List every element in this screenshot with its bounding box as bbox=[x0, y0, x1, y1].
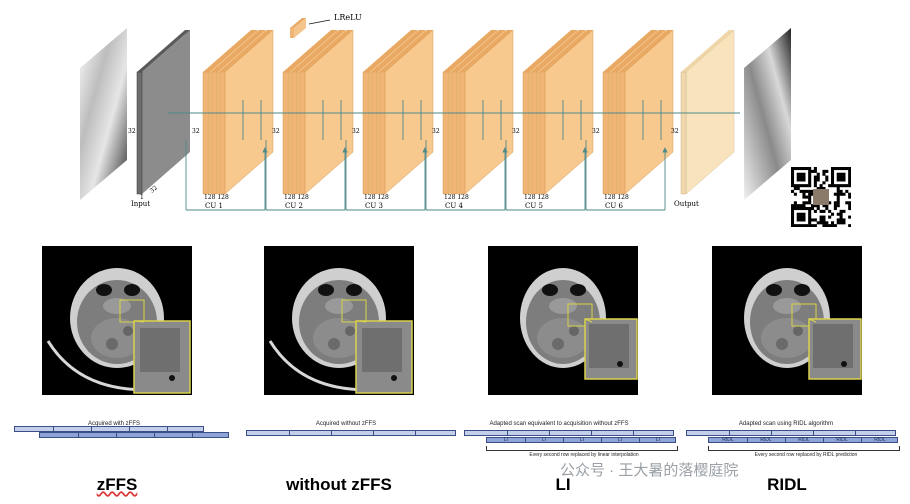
row-label: LI bbox=[541, 437, 547, 443]
row-label: LI bbox=[579, 437, 585, 443]
input-image bbox=[80, 28, 127, 200]
cu-channel-label: 128 128 bbox=[204, 194, 229, 201]
row-label: RIDL bbox=[836, 437, 848, 443]
cu-channel-label: 128 128 bbox=[284, 194, 309, 201]
ct-scan-panel bbox=[712, 246, 862, 395]
cu-height-label: 32 bbox=[272, 128, 280, 135]
output-label: Output bbox=[674, 200, 699, 208]
input-label: Input bbox=[131, 200, 151, 208]
cu-height-label: 32 bbox=[432, 128, 440, 135]
cu-channel-label: 128 128 bbox=[604, 194, 629, 201]
row-label: LI bbox=[655, 437, 661, 443]
output-layer bbox=[680, 29, 735, 195]
cu-channel-label: 128 128 bbox=[364, 194, 389, 201]
qr-code bbox=[791, 167, 851, 227]
skip-connection bbox=[265, 140, 348, 211]
bracket bbox=[486, 446, 678, 451]
scan-caption: Adapted scan using RIDL algorithm bbox=[738, 421, 834, 427]
input-layer bbox=[136, 30, 190, 195]
note-text: Every second row replaced by RIDL predic… bbox=[754, 452, 858, 458]
skip-connection bbox=[345, 140, 428, 211]
conv-unit-block bbox=[362, 29, 434, 195]
ct-scan-panel bbox=[42, 246, 192, 395]
height-dim-label: 32 bbox=[128, 128, 136, 135]
cu-channel-label: 128 128 bbox=[524, 194, 549, 201]
ct-scan-image bbox=[488, 246, 638, 395]
method-label: LI bbox=[555, 475, 571, 494]
output-height-dim-label: 32 bbox=[671, 128, 679, 135]
lrelu-block bbox=[290, 18, 331, 38]
skip-connection bbox=[585, 140, 668, 211]
scan-row-bar bbox=[486, 437, 676, 443]
cu-label: CU 3 bbox=[365, 202, 383, 210]
skip-connection bbox=[425, 140, 508, 211]
channel-one-label: 1 bbox=[140, 194, 144, 201]
cu-channel-label: 128 128 bbox=[444, 194, 469, 201]
scan-caption: Acquired without zFFS bbox=[315, 421, 377, 427]
cu-label: CU 2 bbox=[285, 202, 303, 210]
row-label: RIDL bbox=[874, 437, 886, 443]
row-label: RIDL bbox=[798, 437, 810, 443]
conv-unit-block bbox=[442, 29, 514, 195]
ct-scan-image bbox=[264, 246, 414, 395]
ct-scan-image bbox=[42, 246, 192, 395]
scan-row-bar bbox=[39, 432, 229, 438]
cu-label: CU 5 bbox=[525, 202, 543, 210]
row-label: LI bbox=[617, 437, 623, 443]
ct-scan-image bbox=[712, 246, 862, 395]
cu-height-label: 32 bbox=[592, 128, 600, 135]
skip-connection bbox=[185, 140, 268, 211]
cu-height-label: 32 bbox=[192, 128, 200, 135]
conv-unit-block bbox=[522, 29, 594, 195]
scan-row-bar bbox=[246, 430, 456, 436]
row-label: RIDL bbox=[760, 437, 772, 443]
scan-caption: Adapted scan equivalent to acquisition w… bbox=[489, 421, 629, 427]
cu-label: CU 4 bbox=[445, 202, 463, 210]
conv-unit-block bbox=[602, 29, 674, 195]
watermark-text: 公众号 · 王大暑的落樱庭院 bbox=[560, 462, 739, 479]
row-label: LI bbox=[503, 437, 509, 443]
scan-row-bar bbox=[708, 437, 898, 443]
bracket bbox=[708, 446, 900, 451]
scan-row-bar bbox=[14, 426, 204, 432]
cu-height-label: 32 bbox=[352, 128, 360, 135]
method-label: without zFFS bbox=[286, 475, 392, 494]
ct-scan-panel bbox=[264, 246, 414, 395]
conv-unit-block bbox=[202, 29, 274, 195]
cu-label: CU 6 bbox=[605, 202, 623, 210]
cu-label: CU 1 bbox=[205, 202, 223, 210]
conv-unit-block bbox=[282, 29, 354, 195]
method-label: zFFS bbox=[96, 475, 138, 494]
output-image bbox=[744, 28, 791, 200]
skip-connection bbox=[505, 140, 588, 211]
scan-row-bar bbox=[686, 430, 896, 436]
lrelu-label: LReLU bbox=[334, 13, 362, 22]
note-text: Every second row replaced by linear inte… bbox=[529, 452, 639, 458]
network-diagram bbox=[80, 18, 791, 211]
scan-caption: Acquired with zFFS bbox=[87, 421, 141, 427]
method-label: RIDL bbox=[767, 475, 807, 494]
scan-row-bar bbox=[464, 430, 674, 436]
row-label: RIDL bbox=[722, 437, 734, 443]
ct-scan-panel bbox=[488, 246, 638, 395]
cu-height-label: 32 bbox=[512, 128, 520, 135]
